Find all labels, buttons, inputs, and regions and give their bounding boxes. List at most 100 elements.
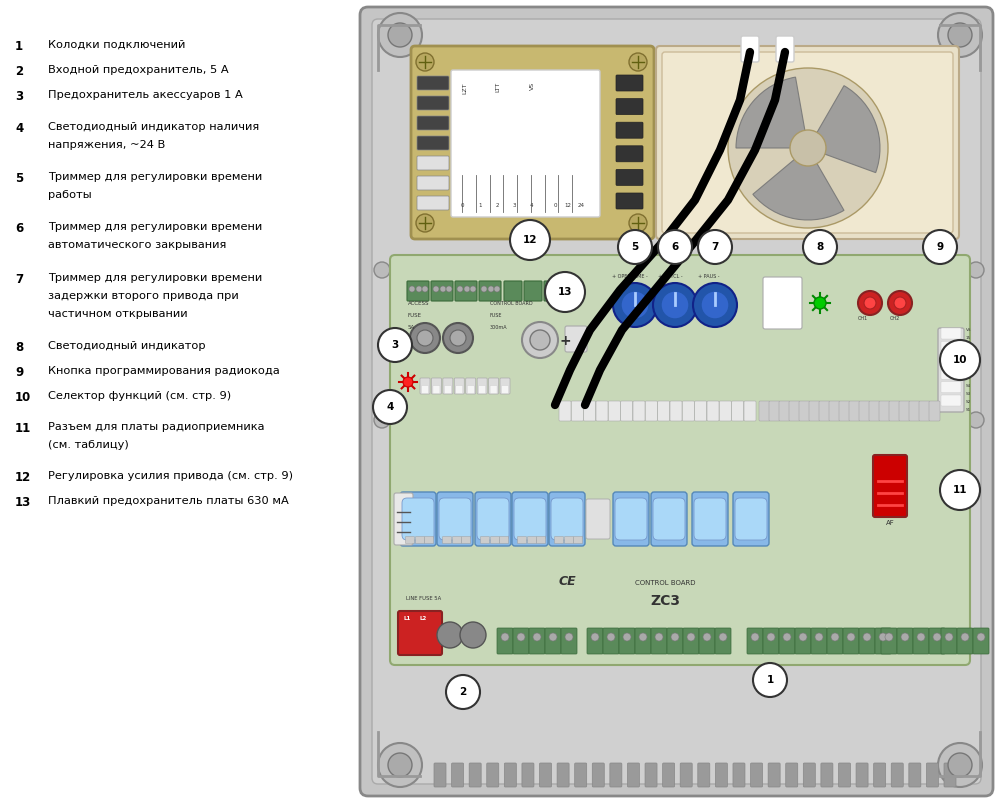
Text: LTT: LTT [495,82,500,92]
FancyBboxPatch shape [584,401,596,421]
FancyBboxPatch shape [875,628,891,654]
Text: Входной предохранитель, 5 А: Входной предохранитель, 5 А [48,65,229,75]
FancyBboxPatch shape [477,498,509,540]
Circle shape [917,633,925,641]
FancyBboxPatch shape [776,36,794,62]
Text: работы: работы [48,190,92,200]
FancyBboxPatch shape [913,628,929,654]
FancyBboxPatch shape [941,368,961,379]
Circle shape [698,230,732,264]
Circle shape [443,323,473,353]
Circle shape [591,633,599,641]
FancyBboxPatch shape [819,401,830,421]
Circle shape [894,297,906,309]
Circle shape [815,633,823,641]
FancyBboxPatch shape [406,537,415,543]
FancyBboxPatch shape [424,537,434,543]
FancyBboxPatch shape [879,401,890,421]
Text: частичном открывании: частичном открывании [48,309,188,319]
FancyBboxPatch shape [941,382,961,393]
FancyBboxPatch shape [747,628,763,654]
FancyBboxPatch shape [929,628,945,654]
FancyBboxPatch shape [559,401,571,421]
Text: Плавкий предохранитель платы 630 мА: Плавкий предохранитель платы 630 мА [48,496,289,506]
FancyBboxPatch shape [763,628,779,654]
FancyBboxPatch shape [938,328,964,412]
Text: Светодиодный индикатор наличия: Светодиодный индикатор наличия [48,122,259,132]
Text: 0: 0 [553,203,557,208]
Text: Светодиодный индикатор: Светодиодный индикатор [48,341,206,351]
Text: 12: 12 [564,203,572,208]
Text: 4: 4 [529,203,533,208]
FancyBboxPatch shape [565,326,587,352]
Circle shape [422,286,428,292]
Text: + PAUS -: + PAUS - [698,274,720,279]
Text: CH1: CH1 [858,316,868,321]
Circle shape [977,633,985,641]
Text: Селектор функций (см. стр. 9): Селектор функций (см. стр. 9) [48,391,231,401]
FancyBboxPatch shape [881,628,897,654]
Circle shape [831,633,839,641]
FancyBboxPatch shape [433,386,440,394]
Circle shape [374,412,390,428]
Circle shape [460,622,486,648]
FancyBboxPatch shape [561,628,577,654]
FancyBboxPatch shape [454,378,464,394]
FancyBboxPatch shape [551,498,583,540]
Text: (см. таблицу): (см. таблицу) [48,440,129,450]
FancyBboxPatch shape [897,628,913,654]
Circle shape [457,286,463,292]
FancyBboxPatch shape [699,628,715,654]
Circle shape [410,323,440,353]
FancyBboxPatch shape [779,628,795,654]
Text: 3: 3 [512,203,516,208]
Circle shape [440,286,446,292]
Text: 2: 2 [15,65,23,78]
Text: 1: 1 [478,203,482,208]
Circle shape [494,286,500,292]
Circle shape [885,633,893,641]
Circle shape [417,330,433,346]
FancyBboxPatch shape [856,763,868,787]
FancyBboxPatch shape [439,498,471,540]
Circle shape [863,633,871,641]
Text: 1: 1 [15,40,23,53]
FancyBboxPatch shape [926,763,938,787]
Text: AF: AF [886,520,894,526]
FancyBboxPatch shape [574,537,582,543]
FancyBboxPatch shape [575,763,587,787]
FancyBboxPatch shape [536,537,546,543]
FancyBboxPatch shape [360,7,993,796]
FancyBboxPatch shape [554,537,564,543]
FancyBboxPatch shape [751,763,763,787]
FancyBboxPatch shape [779,401,790,421]
FancyBboxPatch shape [502,386,509,394]
FancyBboxPatch shape [803,763,815,787]
FancyBboxPatch shape [528,537,536,543]
Circle shape [464,286,470,292]
Text: + OPEN TIME -: + OPEN TIME - [612,274,648,279]
FancyBboxPatch shape [500,537,509,543]
FancyBboxPatch shape [467,386,474,394]
FancyBboxPatch shape [394,493,413,545]
Text: 12: 12 [966,360,971,364]
Text: 14: 14 [966,344,971,348]
Circle shape [437,622,463,648]
Circle shape [790,130,826,166]
Wedge shape [808,86,880,173]
Text: 8: 8 [15,341,23,354]
FancyBboxPatch shape [695,401,707,421]
FancyBboxPatch shape [929,401,940,421]
Circle shape [450,330,466,346]
Circle shape [940,340,980,380]
Circle shape [693,283,737,327]
FancyBboxPatch shape [973,628,989,654]
FancyBboxPatch shape [941,628,957,654]
Text: 12: 12 [15,471,31,484]
Text: 9: 9 [15,366,23,379]
FancyBboxPatch shape [827,628,843,654]
Circle shape [388,23,412,47]
FancyBboxPatch shape [656,46,959,239]
Circle shape [767,633,775,641]
Circle shape [728,68,888,228]
